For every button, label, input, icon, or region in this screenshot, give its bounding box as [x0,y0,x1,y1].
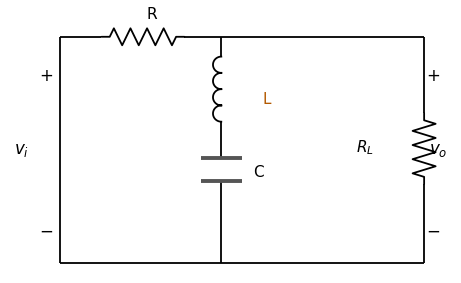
Text: −: − [39,223,53,241]
Text: $R_L$: $R_L$ [355,138,373,156]
Text: L: L [263,91,271,107]
Text: C: C [254,165,264,180]
Text: R: R [147,7,158,22]
Text: $v_i$: $v_i$ [14,141,29,159]
Text: +: + [426,67,440,85]
Text: $v_o$: $v_o$ [429,141,447,159]
Text: +: + [39,67,53,85]
Text: −: − [426,223,440,241]
